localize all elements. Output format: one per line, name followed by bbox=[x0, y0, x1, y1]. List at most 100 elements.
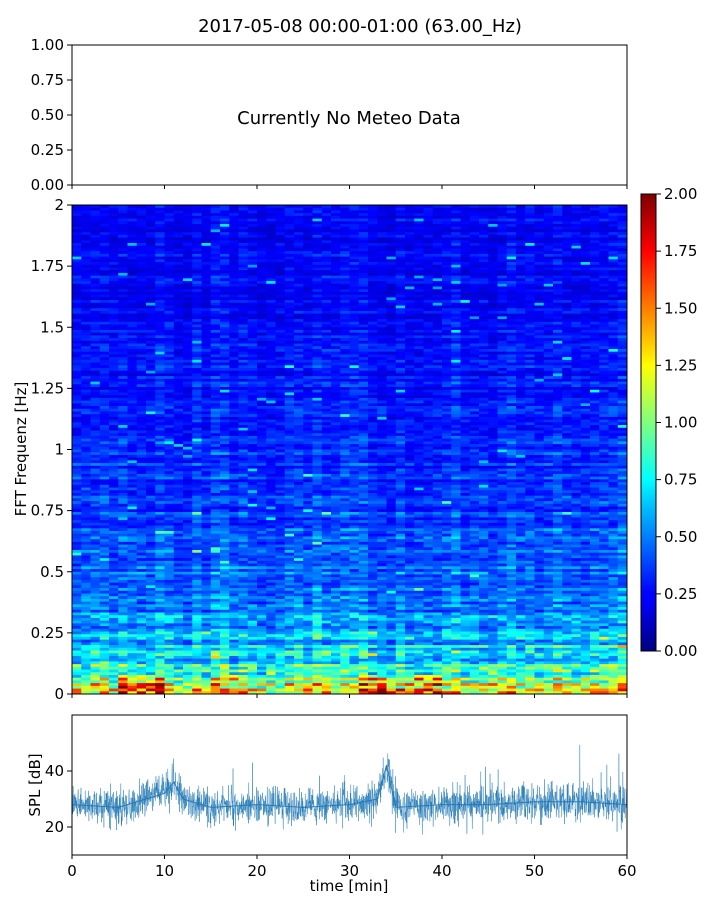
spectrogram-cell bbox=[210, 275, 221, 279]
spectrogram-cell bbox=[99, 378, 110, 382]
spectrogram-cell bbox=[377, 256, 387, 260]
spectrogram-cell bbox=[257, 419, 267, 423]
spectrogram-cell bbox=[109, 232, 119, 236]
spectrogram-cell bbox=[442, 289, 452, 293]
spectrogram-cell bbox=[155, 251, 165, 255]
spectrogram-cell bbox=[275, 359, 286, 363]
spectrogram-cell bbox=[90, 300, 101, 304]
spectrogram-cell bbox=[173, 411, 184, 415]
spectrogram-cell bbox=[340, 368, 350, 372]
spectrogram-cell bbox=[460, 411, 471, 415]
spectrogram-cell bbox=[617, 302, 627, 306]
spectrogram-cell bbox=[506, 243, 517, 247]
spectrogram-cell bbox=[155, 264, 165, 268]
spectrogram-cell bbox=[155, 422, 165, 426]
spectrogram-cell bbox=[183, 365, 193, 369]
spectrogram-cell bbox=[479, 392, 489, 396]
spectrogram-cell bbox=[516, 354, 526, 358]
spectrogram-cell bbox=[257, 308, 267, 312]
spectrogram-cell bbox=[192, 262, 202, 266]
spectrogram-cell bbox=[488, 275, 498, 279]
spectrogram-cell bbox=[247, 243, 258, 247]
spectrogram-cell bbox=[386, 357, 397, 361]
spectrogram-cell bbox=[312, 237, 323, 241]
spectrogram-cell bbox=[192, 422, 202, 426]
spectrogram-cell bbox=[118, 387, 128, 391]
spectrogram-cell bbox=[590, 218, 600, 222]
spectrogram-cell bbox=[192, 248, 202, 252]
spectrogram-cell bbox=[312, 215, 323, 219]
spectrogram-cell bbox=[377, 264, 387, 268]
spectrogram-cell bbox=[571, 419, 582, 423]
spectrogram-cell bbox=[405, 297, 415, 301]
spectrogram-cell bbox=[386, 419, 397, 423]
spectrogram-cell bbox=[118, 362, 128, 366]
spectrogram-cell bbox=[571, 376, 582, 380]
spectrogram-cell bbox=[368, 232, 378, 236]
spectrogram-cell bbox=[321, 272, 332, 277]
spectrogram-cell bbox=[136, 297, 147, 301]
spectrogram-cell bbox=[460, 419, 471, 423]
spectrogram-cell bbox=[303, 270, 313, 274]
spectrogram-cell bbox=[442, 310, 452, 315]
spectrogram-cell bbox=[469, 234, 480, 238]
spectrogram-cell bbox=[146, 256, 156, 260]
spectrogram-cell bbox=[192, 400, 202, 404]
spectrogram-cell bbox=[368, 416, 378, 421]
spectrogram-cell bbox=[516, 313, 526, 317]
spectrogram-cell bbox=[562, 237, 572, 241]
spectrogram-cell bbox=[442, 408, 452, 412]
spectrogram-cell bbox=[118, 302, 128, 306]
spectrogram-cell bbox=[118, 357, 128, 361]
spectrogram-cell bbox=[405, 427, 415, 431]
spectrogram-cell bbox=[294, 253, 304, 258]
spectrogram-cell bbox=[229, 232, 239, 236]
spectrogram-cell bbox=[275, 264, 286, 268]
spectrogram-cell bbox=[590, 300, 600, 304]
spectrogram-cell bbox=[617, 392, 627, 396]
spectrogram-cell bbox=[72, 305, 82, 309]
spectrogram-cell bbox=[358, 308, 369, 312]
spectrogram-cell bbox=[580, 425, 591, 429]
spectrogram-cell bbox=[405, 218, 415, 222]
spectrogram-cell bbox=[220, 403, 230, 407]
spectrogram-cell bbox=[488, 237, 498, 241]
spectrogram-cell bbox=[358, 373, 369, 377]
spectrogram-cell bbox=[183, 234, 193, 238]
spectrogram-cell bbox=[312, 389, 323, 393]
spectrogram-cell bbox=[90, 205, 101, 209]
spectrogram-cell bbox=[164, 416, 175, 421]
spectrogram-cell bbox=[312, 229, 323, 233]
spectrogram-cell bbox=[247, 316, 258, 320]
spectrogram-cell bbox=[210, 256, 221, 260]
spectrogram-cell bbox=[590, 221, 600, 225]
spectrogram-cell bbox=[488, 297, 498, 301]
spectrogram-cell bbox=[479, 370, 489, 374]
spectrogram-cell bbox=[506, 272, 517, 277]
spectrogram-cell bbox=[405, 384, 415, 388]
spectrogram-cell bbox=[442, 286, 452, 290]
spectrogram-cell bbox=[321, 370, 332, 374]
spectrogram-cell bbox=[303, 297, 313, 301]
spectrogram-cell bbox=[340, 281, 350, 285]
spectrogram-cell bbox=[442, 218, 452, 222]
spectrogram-cell bbox=[395, 248, 406, 252]
spectrogram-cell bbox=[192, 215, 202, 219]
spectrogram-cell bbox=[136, 302, 147, 306]
spectrogram-cell bbox=[405, 346, 415, 350]
spectrogram-cell bbox=[210, 419, 221, 423]
spectrogram-cell bbox=[81, 357, 91, 361]
spectrogram-cell bbox=[340, 357, 350, 361]
spectrogram-cell bbox=[488, 324, 498, 328]
spectrogram-cell bbox=[340, 324, 350, 328]
spectrogram-cell bbox=[136, 422, 147, 426]
spectrogram-cell bbox=[210, 226, 221, 230]
spectrogram-cell bbox=[414, 357, 424, 361]
spectrogram-cell bbox=[423, 403, 434, 407]
spectrogram-cell bbox=[580, 248, 591, 252]
spectrogram-cell bbox=[238, 365, 249, 369]
spectrogram-cell bbox=[284, 389, 295, 393]
spectrogram-cell bbox=[210, 354, 221, 358]
spectrogram-cell bbox=[303, 316, 313, 320]
spectrogram-cell bbox=[146, 403, 156, 407]
